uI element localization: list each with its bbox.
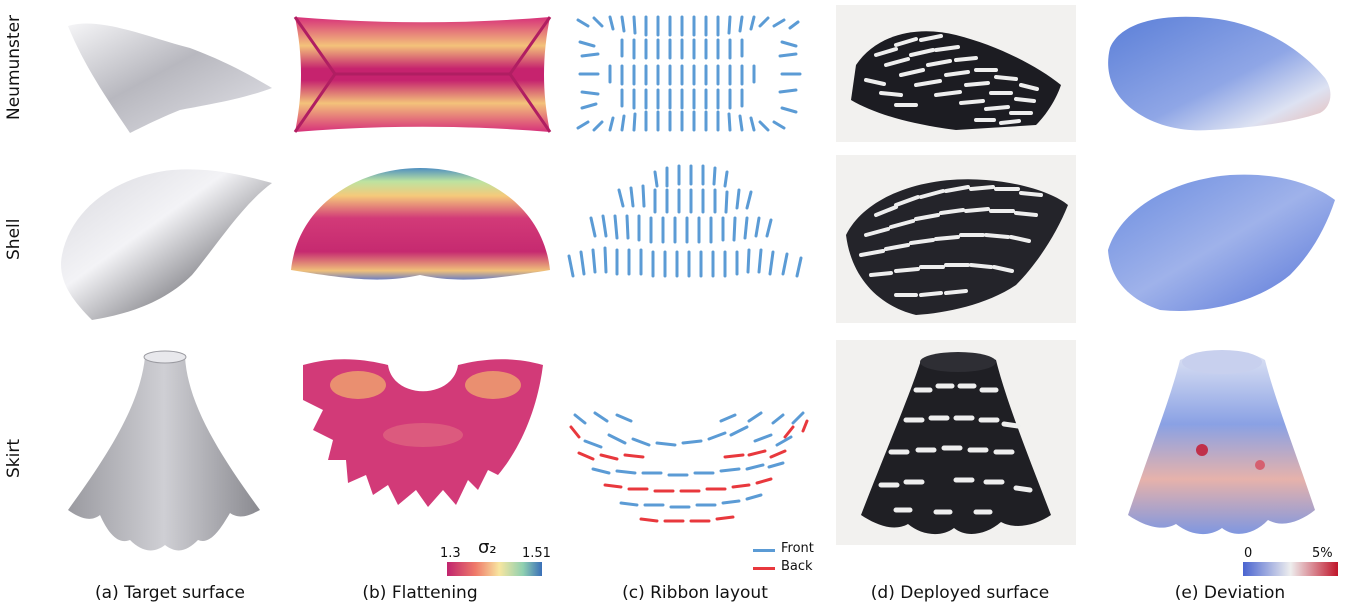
deviation-colorbar-min: 0 <box>1244 546 1253 561</box>
deviation-colorbar <box>1243 562 1338 576</box>
flattening-shell <box>291 168 550 280</box>
deviation-neumunster <box>1108 16 1331 131</box>
ribbon-layout-shell <box>567 164 803 278</box>
flattening-skirt <box>303 359 543 507</box>
deployed-photo-shell <box>836 155 1076 323</box>
flattening-colorbar-max: 1.51 <box>522 546 551 561</box>
ribbon-layout-neumunster <box>576 15 802 132</box>
legend-front-label: Front <box>781 541 814 556</box>
deviation-colorbar-max: 5% <box>1312 546 1333 561</box>
caption-target-surface: (a) Target surface <box>95 583 245 603</box>
legend-back-label: Back <box>781 559 813 574</box>
flattening-neumunster <box>293 16 552 133</box>
caption-deviation: (e) Deviation <box>1174 583 1286 603</box>
caption-deployed-surface: (d) Deployed surface <box>870 583 1050 603</box>
ribbon-layout-skirt <box>569 411 809 523</box>
flattening-colorbar-min: 1.3 <box>440 546 461 561</box>
target-surface-shell <box>61 169 273 320</box>
row-label-skirt: Skirt <box>4 438 24 478</box>
flattening-colorbar <box>447 562 542 576</box>
deviation-skirt <box>1128 350 1315 535</box>
deployed-photo-neumunster <box>836 5 1076 142</box>
legend-back-swatch <box>753 567 775 570</box>
deployed-photo-skirt <box>836 340 1076 545</box>
target-surface-neumunster <box>68 23 272 133</box>
flattening-colorbar-symbol: σ₂ <box>478 537 497 558</box>
caption-flattening: (b) Flattening <box>362 583 478 603</box>
deviation-shell <box>1108 174 1335 311</box>
caption-ribbon-layout: (c) Ribbon layout <box>622 583 768 603</box>
target-surface-skirt <box>68 350 260 551</box>
row-label-shell: Shell <box>4 218 24 260</box>
row-label-neumunster: Neumunster <box>4 14 24 120</box>
legend-front-swatch <box>753 549 775 552</box>
